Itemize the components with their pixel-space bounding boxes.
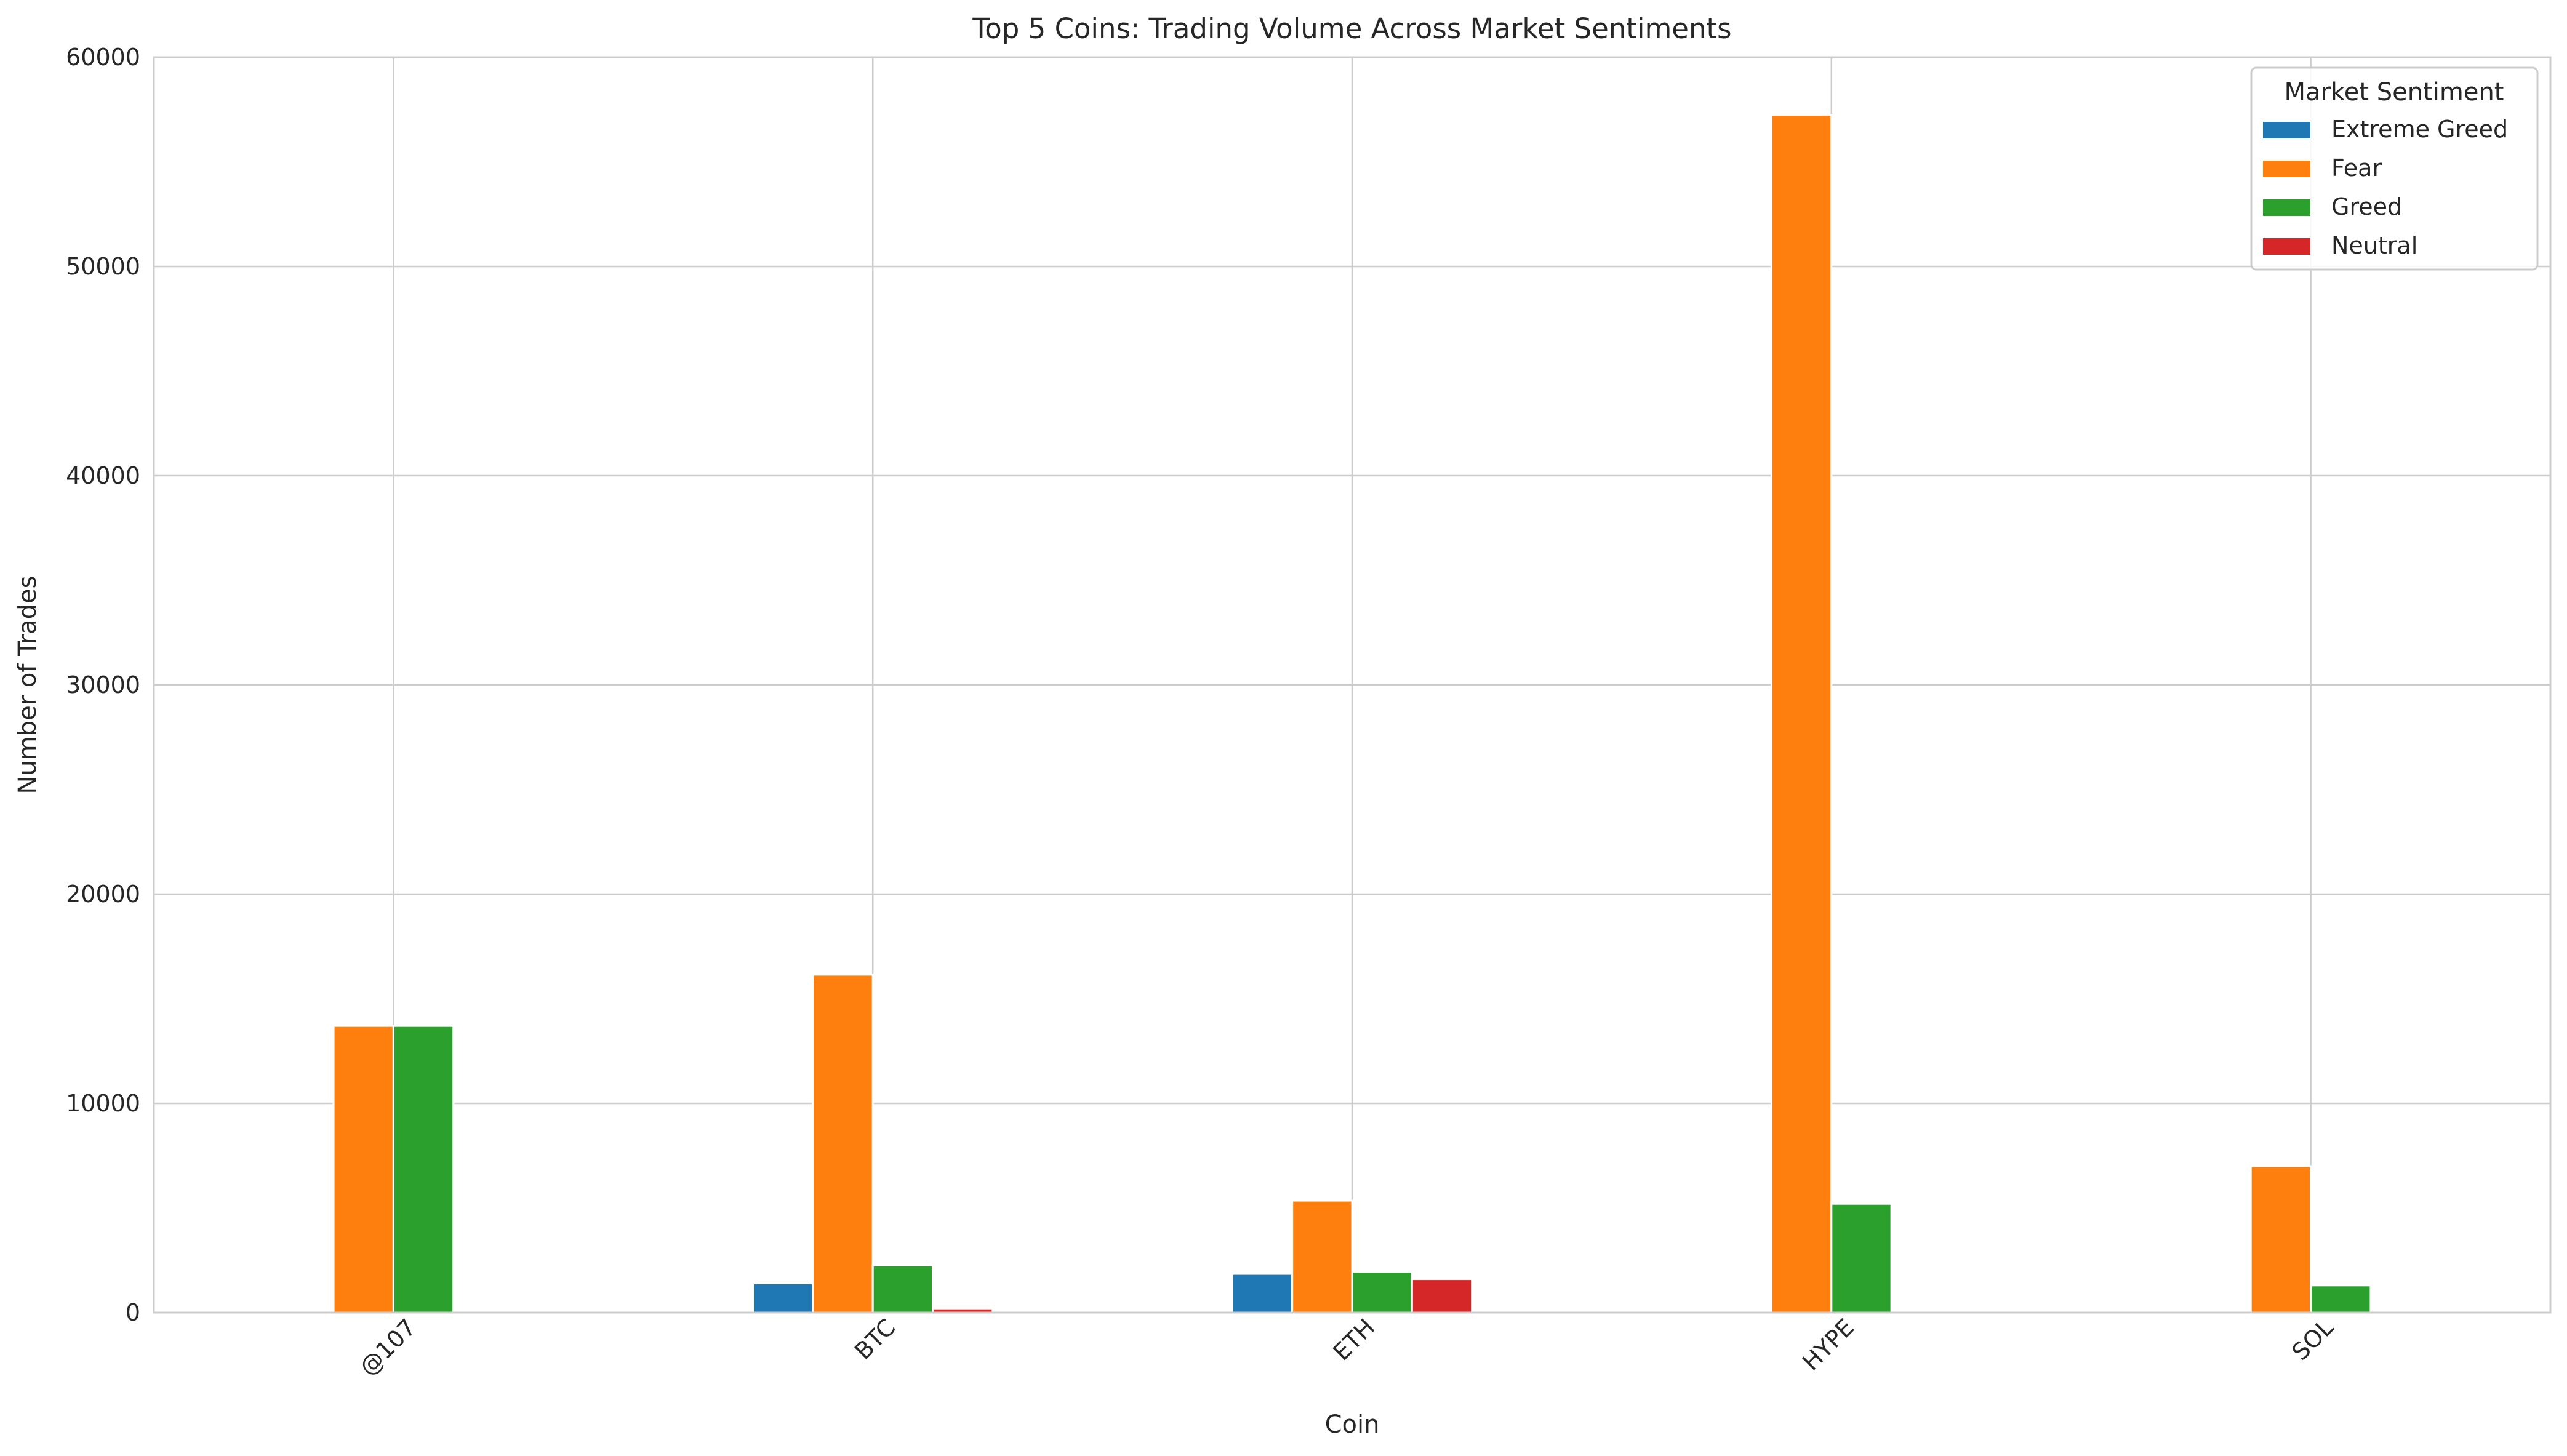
y-tick-label: 60000 <box>66 44 140 71</box>
y-tick-label: 50000 <box>66 253 140 280</box>
bar-extreme-greed-eth <box>1231 1273 1294 1314</box>
y-tick-label: 0 <box>126 1299 140 1326</box>
x-axis-label: Coin <box>1325 1410 1380 1439</box>
legend-label: Fear <box>2331 154 2382 182</box>
bar-greed-sol <box>2310 1284 2372 1314</box>
y-tick-label: 20000 <box>66 881 140 908</box>
legend-swatch <box>2263 238 2310 255</box>
bar-neutral-eth <box>1411 1278 1473 1314</box>
plot-frame <box>153 56 2552 1314</box>
bar-fear-eth <box>1291 1199 1353 1314</box>
y-tick-label: 30000 <box>66 671 140 698</box>
legend-swatch <box>2263 199 2310 216</box>
bar-extreme-greed-btc <box>752 1282 814 1314</box>
y-axis-label: Number of Trades <box>14 575 42 794</box>
chart-title: Top 5 Coins: Trading Volume Across Marke… <box>972 12 1731 45</box>
bar-fear-107 <box>332 1025 394 1314</box>
bar-greed-107 <box>392 1025 455 1314</box>
bar-greed-eth <box>1351 1271 1413 1314</box>
y-tick-label: 10000 <box>66 1090 140 1117</box>
bar-fear-btc <box>812 974 874 1314</box>
legend-title: Market Sentiment <box>2285 78 2504 106</box>
bar-greed-hype <box>1830 1202 1892 1314</box>
legend-box <box>2250 66 2539 271</box>
bar-fear-sol <box>2249 1165 2312 1314</box>
legend-label: Extreme Greed <box>2331 116 2508 143</box>
legend-items: Extreme Greed Fear Greed Neutral <box>2263 116 2508 259</box>
legend: Market Sentiment Extreme Greed Fear Greed N… <box>2250 66 2539 271</box>
y-tick-label: 40000 <box>66 462 140 489</box>
y-axis-ticks: 0 10000 20000 30000 40000 50000 60000 <box>66 44 140 1326</box>
legend-swatch <box>2263 122 2310 138</box>
bar-greed-btc <box>871 1265 934 1314</box>
legend-label: Greed <box>2331 193 2402 220</box>
legend-swatch <box>2263 161 2310 177</box>
bars <box>332 114 2372 1314</box>
legend-label: Neutral <box>2331 232 2417 259</box>
bar-fear-hype <box>1770 114 1833 1314</box>
